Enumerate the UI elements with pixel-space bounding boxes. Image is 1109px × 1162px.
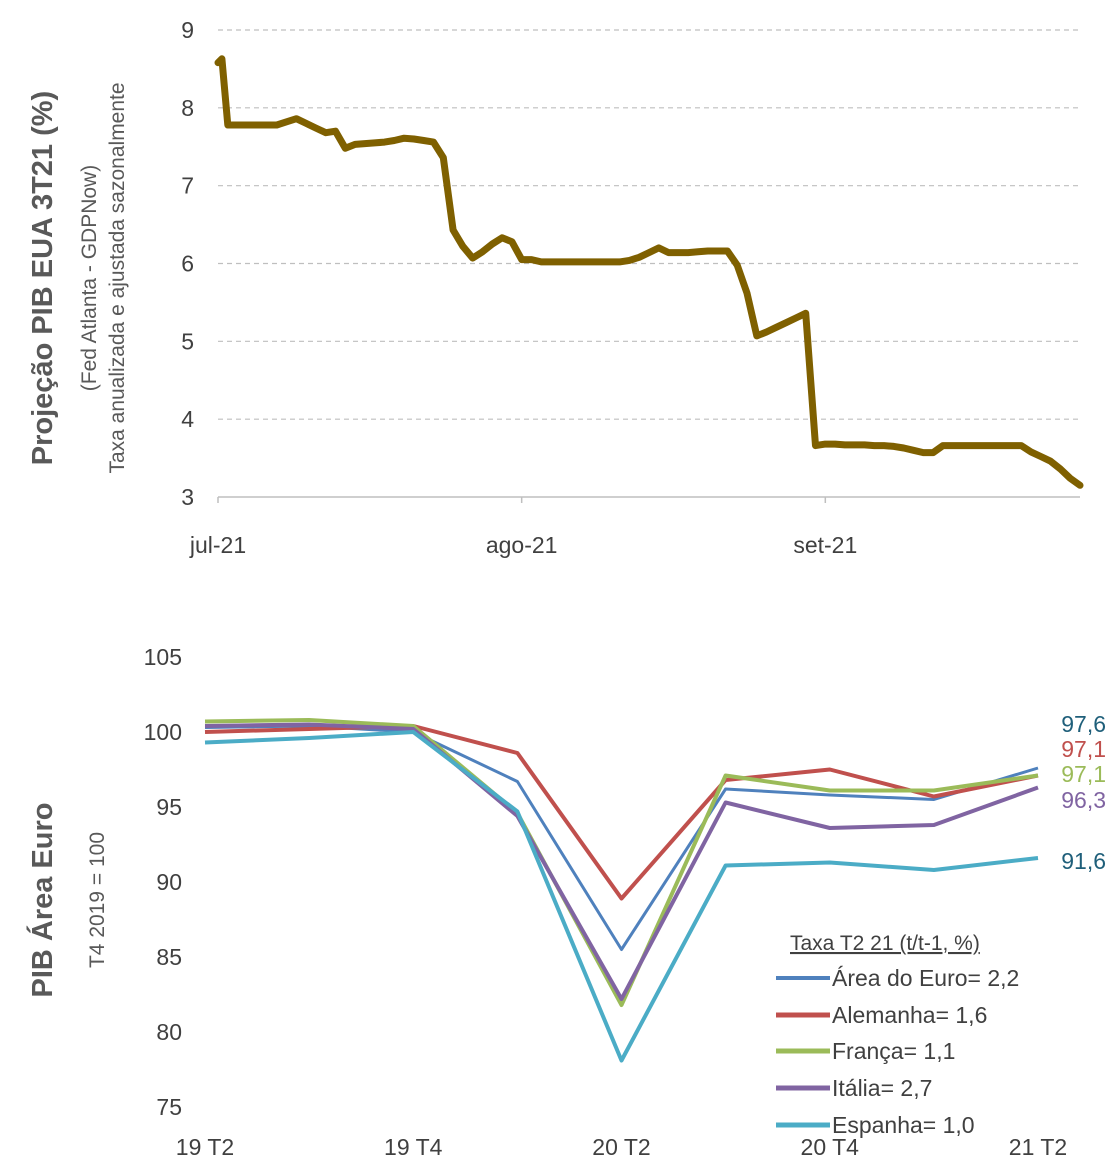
bottom-x-tick-label: 20 T4: [801, 1134, 860, 1160]
bottom-x-tick-label: 19 T2: [176, 1134, 234, 1160]
bottom-y-tick-label: 95: [156, 794, 182, 820]
bottom-end-label: 97,6: [1061, 711, 1106, 737]
bottom-series-line: [204, 722, 1039, 1001]
top-gridlines: [218, 29, 1080, 498]
top-x-tick-label: set-21: [793, 532, 857, 558]
top-y-tick-label: 8: [181, 95, 194, 121]
bottom-y-ticks: 75 80 85 90 95 100 105: [144, 644, 182, 1120]
bottom-end-label: 97,1: [1061, 761, 1106, 787]
top-x-ticks: jul-21 ago-21 set-21: [189, 497, 857, 558]
top-x-tick-label: ago-21: [486, 532, 558, 558]
top-y-tick-label: 5: [181, 328, 194, 354]
top-y-tick-label: 4: [181, 406, 194, 432]
bottom-series-line: [204, 724, 1039, 901]
top-ylabel-sub2: Taxa anualizada e ajustada sazonalmente: [106, 82, 129, 473]
bottom-y-tick-label: 105: [144, 644, 182, 670]
bottom-end-label: 96,3: [1061, 787, 1106, 813]
bottom-series-line: [204, 730, 1039, 1063]
bottom-ylabel-sub: T4 2019 = 100: [86, 832, 109, 968]
legend-label: Itália= 2,7: [832, 1075, 932, 1101]
bottom-x-tick-label: 21 T2: [1009, 1134, 1067, 1160]
bottom-y-tick-label: 80: [156, 1019, 182, 1045]
top-y-tick-label: 7: [181, 173, 194, 199]
bottom-y-tick-label: 90: [156, 869, 182, 895]
legend-title: Taxa T2 21 (t/t-1, %): [790, 932, 980, 955]
top-y-tick-label: 3: [181, 484, 194, 510]
top-y-tick-label: 9: [181, 17, 194, 43]
legend-label: Área do Euro= 2,2: [832, 965, 1019, 991]
top-y-tick-label: 6: [181, 251, 194, 277]
top-series: [214, 55, 1084, 489]
bottom-ylabel: PIB Área Euro: [25, 803, 59, 998]
legend: Taxa T2 21 (t/t-1, %) Área do Euro= 2,2 A…: [776, 932, 1019, 1138]
bottom-series-line: [204, 724, 1039, 951]
bottom-y-tick-label: 100: [144, 719, 182, 745]
top-ylabel-sub1: (Fed Atlanta - GDPNow): [78, 165, 101, 391]
bottom-end-label: 91,6: [1061, 848, 1106, 874]
top-y-ticks: 3 4 5 6 7 8 9: [181, 17, 194, 510]
bottom-x-tick-label: 20 T2: [592, 1134, 650, 1160]
legend-label: Alemanha= 1,6: [832, 1002, 987, 1028]
bottom-x-tick-label: 19 T4: [384, 1134, 443, 1160]
bottom-y-tick-label: 85: [156, 944, 182, 970]
top-series-line: [214, 55, 1084, 489]
top-ylabel: Projeção PIB EUA 3T21 (%): [27, 91, 59, 465]
bottom-y-tick-label: 75: [156, 1094, 182, 1120]
top-x-tick-label: jul-21: [189, 532, 246, 558]
bottom-series: [204, 718, 1039, 1063]
bottom-x-ticks: 19 T2 19 T4 20 T2 20 T4 21 T2: [176, 1134, 1067, 1160]
bottom-series-line: [204, 718, 1039, 1007]
legend-label: França= 1,1: [832, 1038, 955, 1064]
legend-label: Espanha= 1,0: [832, 1112, 975, 1138]
bottom-end-labels: 97,697,197,196,391,6: [1061, 711, 1106, 874]
bottom-end-label: 97,1: [1061, 736, 1106, 762]
